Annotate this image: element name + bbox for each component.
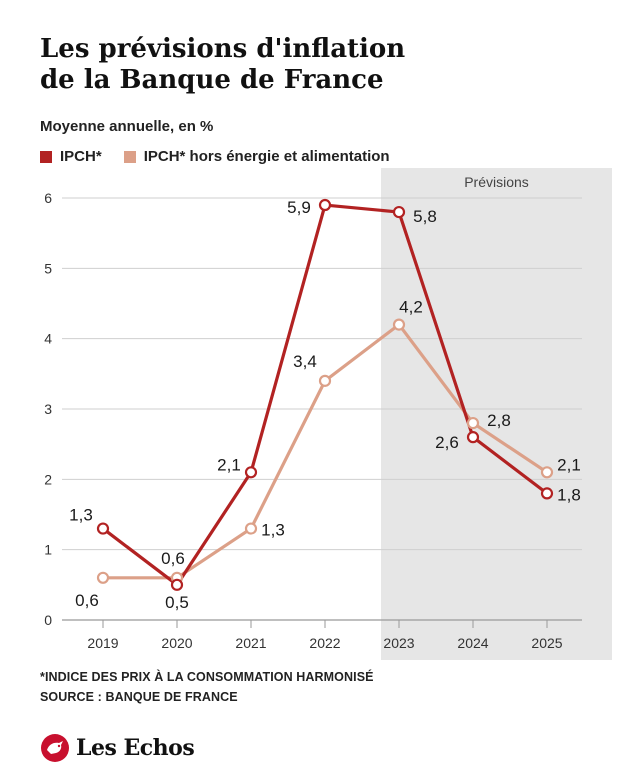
source-note: SOURCE : BANQUE DE FRANCE [40,690,238,704]
y-tick-label: 3 [44,401,52,417]
data-label-0-2020: 0,5 [165,593,189,612]
forecast-label: Prévisions [464,174,529,190]
legend: IPCH* IPCH* hors énergie et alimentation [40,148,412,165]
brand-name: Les Echos [76,735,195,761]
data-point-0-2020 [170,578,184,591]
legend-label-ipch-core: IPCH* hors énergie et alimentation [143,148,390,165]
data-label-1-2022: 3,4 [293,352,317,371]
x-tick-label: 2020 [161,635,192,651]
data-point-1-2021 [244,522,258,535]
data-label-0-2022: 5,9 [287,198,311,217]
x-tick-label: 2021 [235,635,266,651]
chart-title: Les prévisions d'inflation de la Banque … [40,34,600,96]
data-label-1-2021: 1,3 [261,521,285,540]
x-tick-label: 2023 [383,635,414,651]
line-chart: Prévisions 0 1 2 3 4 5 6 2019 2020 2021 2022 2023 202… [44,168,612,660]
data-label-0-2019: 1,3 [69,506,93,525]
chart-title-line1: Les prévisions d'inflation [40,34,406,64]
y-tick-label: 6 [44,190,52,206]
data-point-1-2024 [466,416,480,430]
y-tick-label: 1 [44,542,52,558]
data-point-1-2019 [96,571,110,584]
footnote: *INDICE DES PRIX À LA CONSOMMATION HARMO… [40,670,374,684]
y-tick-label: 4 [44,331,52,347]
brand: Les Echos [40,733,195,763]
legend-swatch-ipch [40,150,52,163]
data-label-0-2021: 2,1 [217,455,241,474]
data-label-1-2025: 2,1 [557,455,581,474]
chart-title-line2: de la Banque de France [40,65,384,95]
chart-subtitle: Moyenne annuelle, en % [40,118,214,135]
y-tick-label: 0 [44,612,52,628]
data-point-0-2022 [318,198,332,212]
x-tick-label: 2019 [87,635,118,651]
data-point-0-2019 [96,522,110,535]
data-label-0-2023: 5,8 [413,207,437,226]
data-label-1-2020: 0,6 [161,549,185,568]
data-point-1-2022 [318,374,332,387]
data-label-0-2025: 1,8 [557,485,581,504]
data-label-1-2019: 0,6 [75,591,99,610]
data-label-1-2023: 4,2 [399,298,423,317]
legend-item-ipch: IPCH* [40,148,102,165]
x-tick-label: 2022 [309,635,340,651]
x-tick-label: 2025 [531,635,562,651]
data-point-0-2023 [392,205,406,219]
legend-item-ipch-core: IPCH* hors énergie et alimentation [123,148,390,165]
data-label-1-2024: 2,8 [487,411,511,430]
data-point-0-2025 [540,487,554,500]
forecast-shading [381,168,612,660]
data-point-1-2025 [540,466,554,479]
data-label-0-2024: 2,6 [435,433,459,452]
y-tick-label: 2 [44,471,52,487]
data-point-0-2024 [466,431,480,444]
legend-label-ipch: IPCH* [60,148,102,165]
data-point-0-2021 [244,466,258,479]
les-echos-logo-icon [41,734,69,762]
legend-swatch-ipch-core [123,150,136,163]
x-tick-label: 2024 [457,635,488,651]
data-point-1-2023 [392,318,406,331]
y-tick-label: 5 [44,260,52,276]
